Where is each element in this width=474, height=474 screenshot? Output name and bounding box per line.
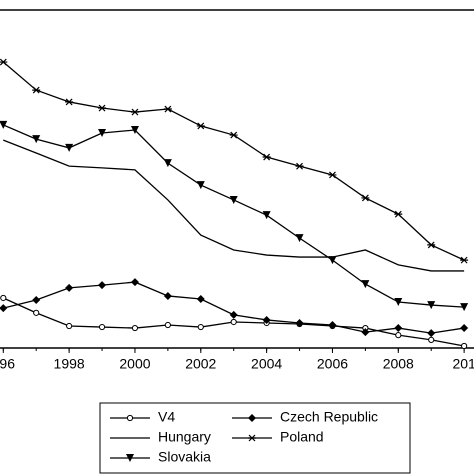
- legend-label: Poland: [280, 429, 324, 445]
- marker: [461, 342, 468, 350]
- marker: [230, 318, 237, 326]
- marker: [295, 318, 304, 327]
- marker: [66, 322, 73, 330]
- marker: [130, 278, 139, 287]
- marker: [428, 336, 435, 343]
- marker: [394, 298, 403, 307]
- marker: [262, 153, 271, 161]
- marker: [248, 434, 256, 442]
- marker: [163, 159, 172, 168]
- marker: [130, 125, 139, 134]
- marker: [427, 301, 436, 310]
- marker: [460, 324, 469, 333]
- marker: [32, 296, 41, 305]
- marker: [361, 328, 370, 337]
- marker: [131, 324, 139, 332]
- marker: [196, 294, 205, 303]
- marker: [427, 241, 436, 249]
- marker: [229, 310, 238, 319]
- legend-label: Hungary: [158, 429, 211, 445]
- marker: [361, 194, 370, 202]
- marker: [328, 321, 337, 330]
- marker: [196, 122, 205, 130]
- marker: [65, 143, 74, 152]
- marker: [262, 211, 271, 220]
- x-tick-label: 1998: [54, 356, 85, 372]
- legend-label: Slovakia: [158, 449, 211, 465]
- marker: [0, 120, 8, 129]
- legend-label: Czech Republic: [280, 409, 378, 425]
- marker: [32, 135, 41, 144]
- x-tick-label: 996: [0, 356, 15, 372]
- marker: [394, 210, 403, 218]
- marker: [295, 162, 304, 170]
- x-tick-label: 201: [452, 356, 474, 372]
- x-tick-label: 2000: [119, 356, 150, 372]
- marker: [395, 332, 402, 339]
- marker: [130, 108, 139, 116]
- marker: [0, 304, 8, 313]
- series-line: [3, 139, 465, 272]
- marker: [0, 58, 8, 66]
- marker: [197, 323, 204, 331]
- x-tick-label: 2006: [317, 356, 348, 372]
- marker: [328, 171, 337, 179]
- marker: [98, 104, 107, 112]
- marker: [394, 324, 403, 333]
- marker: [328, 256, 337, 265]
- marker: [295, 234, 304, 243]
- marker: [229, 195, 238, 204]
- x-tick-label: 2002: [185, 356, 216, 372]
- marker: [98, 323, 106, 331]
- marker: [229, 131, 238, 139]
- marker: [262, 315, 271, 324]
- marker: [196, 181, 205, 190]
- marker: [126, 454, 134, 462]
- marker: [65, 283, 74, 292]
- marker: [163, 105, 172, 113]
- legend-label: V4: [158, 409, 175, 425]
- marker: [98, 281, 107, 290]
- marker: [65, 98, 74, 106]
- marker: [98, 129, 107, 138]
- marker: [164, 321, 171, 329]
- series-line: [3, 124, 465, 308]
- marker: [460, 303, 469, 312]
- marker: [33, 309, 40, 316]
- marker: [248, 414, 256, 422]
- marker: [126, 414, 134, 422]
- x-tick-label: 2008: [383, 356, 414, 372]
- marker: [460, 256, 469, 264]
- marker: [32, 86, 41, 94]
- series-line: [2, 61, 465, 261]
- series-line: [3, 281, 465, 334]
- x-tick-label: 2004: [251, 356, 282, 372]
- marker: [163, 291, 172, 300]
- marker: [361, 280, 370, 289]
- marker: [0, 294, 7, 302]
- marker: [427, 329, 436, 338]
